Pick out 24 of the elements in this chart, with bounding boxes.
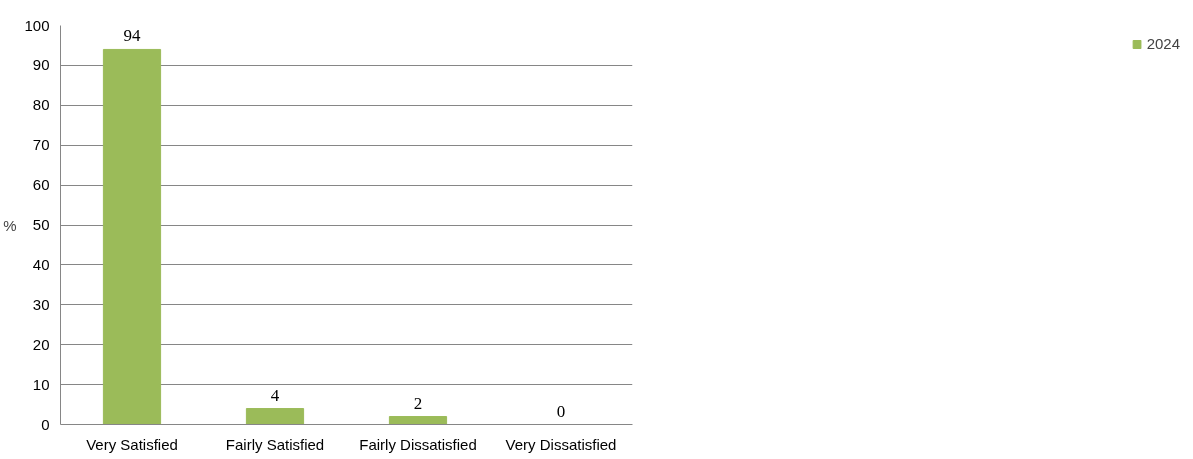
y-tick-label: 70 bbox=[32, 136, 50, 154]
data-label: 94 bbox=[123, 26, 141, 46]
y-tick-label: 100 bbox=[24, 16, 50, 34]
y-tick-label: 20 bbox=[32, 335, 50, 353]
y-tick-label: 90 bbox=[32, 56, 50, 74]
data-label: 4 bbox=[270, 385, 280, 405]
y-tick-label: 0 bbox=[41, 415, 50, 433]
x-tick-label: Fairly Dissatisfied bbox=[359, 435, 477, 453]
y-axis-title: % bbox=[3, 216, 17, 234]
y-tick-label: 30 bbox=[32, 295, 50, 313]
bar bbox=[102, 48, 162, 425]
x-tick-label: Very Satisfied bbox=[86, 435, 178, 453]
legend-label: 2024 bbox=[1146, 35, 1180, 52]
data-label: 0 bbox=[556, 401, 566, 421]
x-tick-label: Very Dissatisfied bbox=[505, 435, 617, 453]
bar bbox=[245, 408, 305, 425]
data-label: 2 bbox=[413, 393, 423, 413]
y-tick-label: 50 bbox=[32, 216, 50, 233]
y-tick-label: 40 bbox=[32, 255, 50, 273]
x-tick-label: Fairly Satisfied bbox=[225, 435, 325, 453]
y-tick-label: 10 bbox=[32, 375, 50, 393]
y-tick-label: 60 bbox=[32, 176, 50, 194]
bar bbox=[388, 416, 448, 425]
y-tick-label: 80 bbox=[32, 96, 50, 114]
